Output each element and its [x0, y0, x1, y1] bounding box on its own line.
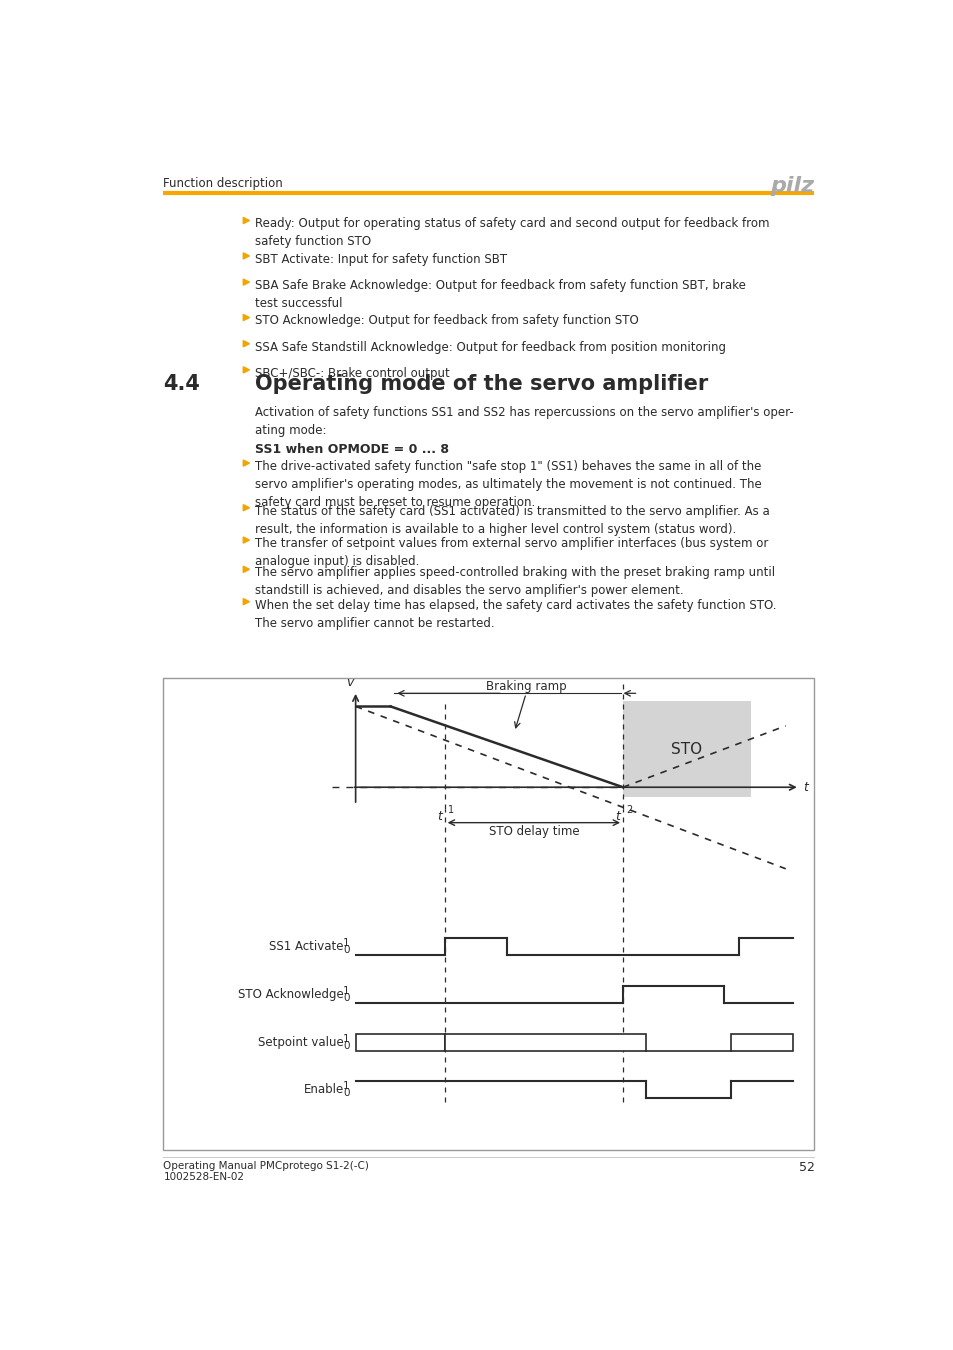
Bar [622, 701, 750, 798]
Text: Activation of safety functions SS1 and SS2 has repercussions on the servo amplif: Activation of safety functions SS1 and S… [254, 406, 793, 437]
Text: v: v [345, 676, 353, 690]
Text: Braking ramp: Braking ramp [507, 1037, 583, 1048]
Text: t: t [436, 810, 441, 824]
Text: SBA Safe Brake Acknowledge: Output for feedback from safety function SBT, brake
: SBA Safe Brake Acknowledge: Output for f… [254, 279, 745, 310]
Polygon shape [243, 367, 249, 373]
Text: SBC+/SBC-: Brake control output: SBC+/SBC-: Brake control output [254, 367, 449, 379]
Text: SS1 when OPMODE = 0 ... 8: SS1 when OPMODE = 0 ... 8 [254, 443, 449, 456]
Text: Function description: Function description [163, 177, 283, 190]
Text: 0: 0 [342, 992, 349, 1003]
Polygon shape [243, 566, 249, 572]
Polygon shape [243, 537, 249, 543]
Text: The drive-activated safety function "safe stop 1" (SS1) behaves the same in all : The drive-activated safety function "saf… [254, 460, 760, 509]
Text: pilz: pilz [769, 176, 814, 196]
Text: 1: 1 [342, 1081, 349, 1091]
Text: Braking ramp: Braking ramp [485, 680, 566, 694]
Text: Any: Any [751, 1037, 772, 1048]
Text: STO Acknowledge: Output for feedback from safety function STO: STO Acknowledge: Output for feedback fro… [254, 315, 638, 328]
Text: SS1 Activate: SS1 Activate [269, 940, 344, 953]
Text: STO Acknowledge: STO Acknowledge [238, 988, 344, 1000]
Text: Operating Manual PMCprotego S1-2(-C): Operating Manual PMCprotego S1-2(-C) [163, 1161, 369, 1172]
Text: Enable: Enable [303, 1083, 344, 1096]
Text: When the set delay time has elapsed, the safety card activates the safety functi: When the set delay time has elapsed, the… [254, 598, 776, 629]
Text: 1: 1 [342, 986, 349, 996]
Polygon shape [243, 340, 249, 347]
Text: SBT Activate: Input for safety function SBT: SBT Activate: Input for safety function … [254, 252, 506, 266]
Text: 52: 52 [798, 1161, 814, 1174]
Text: SSA Safe Standstill Acknowledge: Output for feedback from position monitoring: SSA Safe Standstill Acknowledge: Output … [254, 340, 725, 354]
Bar [444, 1034, 645, 1050]
Text: The transfer of setpoint values from external servo amplifier interfaces (bus sy: The transfer of setpoint values from ext… [254, 537, 767, 568]
Text: Operating mode of the servo amplifier: Operating mode of the servo amplifier [254, 374, 707, 394]
Bar [355, 1034, 444, 1050]
Text: Any: Any [389, 1037, 410, 1048]
Text: The status of the safety card (SS1 activated) is transmitted to the servo amplif: The status of the safety card (SS1 activ… [254, 505, 769, 536]
Bar [163, 678, 814, 1150]
Polygon shape [243, 598, 249, 605]
Polygon shape [243, 460, 249, 466]
Text: STO: STO [670, 743, 701, 757]
Text: The servo amplifier applies speed-controlled braking with the preset braking ram: The servo amplifier applies speed-contro… [254, 566, 774, 597]
Text: STO delay time: STO delay time [488, 825, 578, 838]
Bar [731, 1034, 793, 1050]
Polygon shape [243, 217, 249, 224]
Polygon shape [243, 505, 249, 510]
Text: Ready: Output for operating status of safety card and second output for feedback: Ready: Output for operating status of sa… [254, 217, 768, 248]
Text: 0: 0 [342, 1041, 349, 1050]
Text: 4.4: 4.4 [163, 374, 200, 394]
Text: 0: 0 [342, 1088, 349, 1099]
Text: 1: 1 [342, 1034, 349, 1044]
Text: t: t [615, 810, 619, 824]
Text: 1: 1 [342, 938, 349, 948]
Polygon shape [243, 315, 249, 320]
Text: 0: 0 [342, 945, 349, 954]
Text: t: t [802, 780, 807, 794]
Text: 2: 2 [625, 805, 632, 815]
Polygon shape [243, 279, 249, 285]
Text: 1: 1 [447, 805, 454, 815]
Text: 1002528-EN-02: 1002528-EN-02 [163, 1172, 244, 1183]
Polygon shape [243, 252, 249, 259]
Text: Setpoint value: Setpoint value [258, 1035, 344, 1049]
